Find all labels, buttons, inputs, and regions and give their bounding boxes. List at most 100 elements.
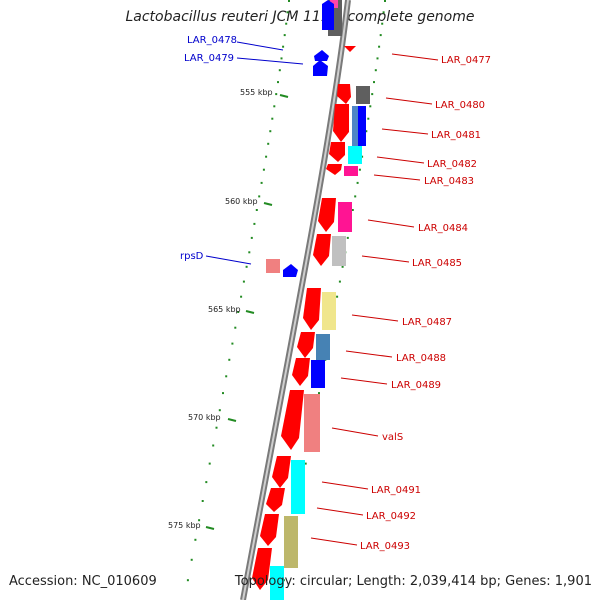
gene-label-LAR_0478[interactable]: LAR_0478 bbox=[187, 35, 237, 46]
scale-dot bbox=[198, 519, 201, 522]
gene-arrow bbox=[252, 548, 272, 590]
gene-arrow bbox=[313, 60, 328, 76]
scale-dot bbox=[278, 69, 281, 72]
scale-dot bbox=[277, 81, 279, 84]
gene-arrow bbox=[313, 234, 331, 266]
scale-dot bbox=[365, 130, 368, 133]
scale-tick: 560 kbp bbox=[225, 197, 273, 206]
scale-dot bbox=[354, 195, 357, 198]
gene-arrow bbox=[283, 264, 298, 277]
scale-dot bbox=[374, 69, 377, 72]
scale-dot bbox=[212, 444, 215, 447]
cog-bar bbox=[358, 106, 366, 146]
scale-dot bbox=[283, 34, 286, 37]
cog-bar bbox=[348, 146, 362, 164]
gene-arrow bbox=[292, 358, 310, 386]
scale-dot bbox=[371, 93, 374, 96]
scale-dot bbox=[351, 209, 354, 211]
genome-backbone-highlight bbox=[242, 0, 349, 600]
gene-arrow bbox=[318, 198, 336, 232]
gene-label-LAR_0485[interactable]: LAR_0485 bbox=[412, 258, 462, 269]
gene-box bbox=[266, 259, 280, 273]
cog-bar bbox=[284, 516, 298, 568]
map-title: Lactobacillus reuteri JCM 1112, complete… bbox=[125, 9, 475, 25]
scale-dot bbox=[356, 181, 359, 184]
cog-bar bbox=[332, 236, 346, 266]
scale-dot bbox=[382, 11, 385, 14]
cog-bar bbox=[322, 292, 336, 330]
scale-dot bbox=[285, 22, 288, 25]
gene-arrow bbox=[337, 84, 351, 104]
scale-tick-label: 570 kbp bbox=[188, 413, 221, 422]
gene-arrow bbox=[260, 514, 279, 546]
gene-arrow bbox=[326, 164, 342, 175]
scale-dot bbox=[381, 22, 384, 25]
leader-lines bbox=[205, 41, 439, 546]
gene-label-LAR_0492[interactable]: LAR_0492 bbox=[366, 511, 416, 522]
scale-dot bbox=[275, 93, 278, 96]
cog-color-bars bbox=[270, 0, 370, 600]
cog-bar bbox=[291, 460, 305, 514]
scale-tick-label: 560 kbp bbox=[225, 197, 258, 206]
scale-tick: 565 kbp bbox=[208, 305, 255, 314]
scale-dot bbox=[341, 265, 344, 268]
gene-label-LAR_0491[interactable]: LAR_0491 bbox=[371, 485, 421, 496]
cog-bar bbox=[344, 166, 358, 176]
scale-dot bbox=[222, 392, 224, 395]
gene-arrow bbox=[297, 332, 315, 358]
gene-label-LAR_0477[interactable]: LAR_0477 bbox=[441, 55, 491, 66]
gene-arrow bbox=[314, 50, 329, 61]
scale-dot bbox=[258, 195, 261, 198]
scale-dot bbox=[288, 0, 290, 2]
scale-dot bbox=[186, 579, 189, 582]
gene-label-LAR_0480[interactable]: LAR_0480 bbox=[435, 100, 485, 111]
scale-dot bbox=[379, 34, 382, 37]
scale-dot bbox=[228, 358, 231, 361]
gene-arrow bbox=[303, 288, 321, 330]
reverse-labels: LAR_0477 LAR_0480 LAR_0481 LAR_0482 LAR_… bbox=[360, 55, 491, 552]
gene-label-LAR_0483[interactable]: LAR_0483 bbox=[424, 176, 474, 187]
scale-dot bbox=[225, 375, 228, 378]
scale-dot bbox=[361, 155, 364, 158]
scale-dot bbox=[265, 155, 268, 158]
gene-label-LAR_0484[interactable]: LAR_0484 bbox=[418, 223, 468, 234]
gene-arrow bbox=[333, 104, 349, 142]
scale-dot bbox=[218, 409, 221, 412]
gene-label-LAR_0481[interactable]: LAR_0481 bbox=[431, 130, 481, 141]
scale-dot bbox=[271, 117, 274, 120]
scale-dot bbox=[215, 426, 218, 429]
scale-dot bbox=[201, 500, 204, 502]
scale-dot bbox=[208, 462, 211, 465]
scale-dot bbox=[384, 0, 386, 2]
scale-dot bbox=[253, 222, 256, 225]
gene-label-LAR_0487[interactable]: LAR_0487 bbox=[402, 317, 452, 328]
cog-bar bbox=[311, 360, 325, 388]
accession-label: Accession: NC_010609 bbox=[9, 574, 157, 589]
gene-label-LAR_0493[interactable]: LAR_0493 bbox=[360, 541, 410, 552]
gene-label-LAR_0479[interactable]: LAR_0479 bbox=[184, 53, 234, 64]
gene-arrow bbox=[344, 46, 356, 52]
scale-dot bbox=[346, 236, 349, 239]
gene-label-rpsD[interactable]: rpsD bbox=[180, 251, 204, 262]
scale-tick-label: 555 kbp bbox=[240, 88, 273, 97]
scale-dot bbox=[245, 265, 248, 268]
scale-dot bbox=[373, 81, 375, 84]
gene-label-LAR_0489[interactable]: LAR_0489 bbox=[391, 380, 441, 391]
scale-dot bbox=[378, 45, 381, 48]
gene-label-LAR_0488[interactable]: LAR_0488 bbox=[396, 353, 446, 364]
cog-bar bbox=[316, 334, 330, 360]
scale-tick: 570 kbp bbox=[188, 413, 237, 422]
gene-label-LAR_0482[interactable]: LAR_0482 bbox=[427, 159, 477, 170]
scale-dot bbox=[369, 105, 372, 108]
gene-label-valS[interactable]: valS bbox=[382, 432, 403, 443]
reverse-strand-genes bbox=[252, 46, 356, 590]
scale-dot bbox=[336, 295, 339, 298]
cog-bar bbox=[338, 202, 352, 232]
scale-dot bbox=[248, 251, 251, 254]
scale-tick: 575 kbp bbox=[168, 521, 215, 530]
scale-ticks: 555 kbp 560 kbp 565 kbp 570 kbp 575 kbp bbox=[168, 88, 289, 530]
scale-dot bbox=[262, 168, 265, 171]
scale-dot bbox=[234, 326, 237, 329]
scale-tick: 555 kbp bbox=[240, 88, 289, 98]
